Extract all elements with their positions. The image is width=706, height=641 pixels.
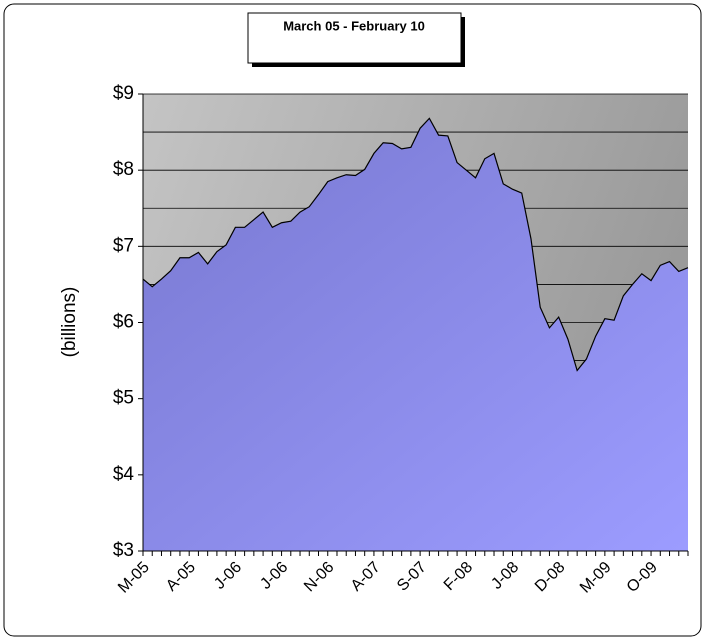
area — [143, 118, 688, 551]
y-tick-label: $7 — [113, 235, 134, 256]
y-tick-label: $9 — [113, 83, 134, 104]
y-tick-label: $6 — [113, 312, 134, 333]
y-tick-label: $5 — [113, 388, 134, 409]
y-tick-label: $4 — [113, 464, 135, 485]
y-axis-label: (billions) — [59, 287, 80, 358]
area-outline — [142, 117, 689, 372]
title-box — [247, 12, 462, 64]
y-tick-label: $3 — [113, 540, 134, 561]
chart-title: March 05 - February 10 — [283, 18, 425, 33]
y-tick-label: $8 — [113, 159, 134, 180]
